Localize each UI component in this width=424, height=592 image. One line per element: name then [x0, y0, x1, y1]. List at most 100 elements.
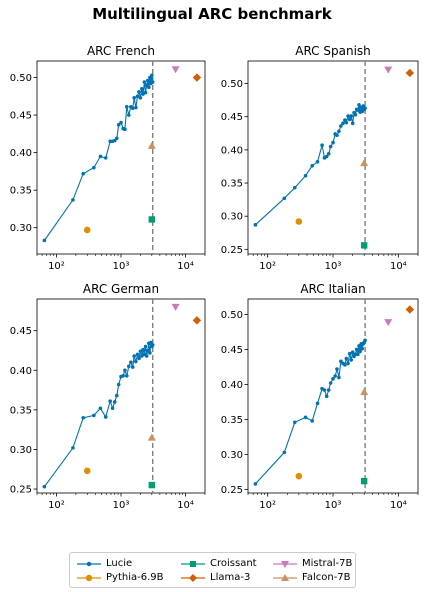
data-point-lucie: [328, 144, 333, 149]
series-llama-3: [192, 73, 202, 82]
legend-label-pythia: Pythia-6.9B: [106, 572, 164, 583]
y-tick-label: 0.35: [221, 415, 243, 426]
data-point-lucie: [130, 365, 135, 369]
series-line-lucie: [43, 75, 154, 241]
series-mistral-7b: [384, 66, 393, 74]
data-point-lucie: [150, 80, 155, 84]
y-tick-label: 0.45: [10, 111, 32, 122]
x-tick-label: 10⁴: [177, 500, 194, 511]
x-tick-label: 10⁴: [390, 261, 407, 272]
data-point-lucie: [333, 374, 337, 378]
series-line-lucie: [255, 104, 366, 226]
data-point-lucie: [142, 80, 147, 84]
data-point-lucie: [253, 223, 258, 227]
data-point-lucie: [81, 415, 86, 420]
data-point-lucie: [123, 127, 127, 132]
x-tick-label: 10³: [113, 261, 130, 272]
data-point-croissant: [148, 216, 156, 223]
data-point-lucie: [303, 173, 308, 178]
data-point-lucie: [71, 198, 75, 202]
y-tick-label: 0.45: [221, 345, 243, 356]
x-tick-label: 10²: [259, 261, 276, 272]
series-mistral-7b: [171, 66, 180, 74]
data-point-lucie: [324, 154, 329, 159]
panel-title: ARC Italian: [300, 282, 365, 296]
y-tick-label: 0.25: [221, 485, 243, 496]
x-tick-label: 10³: [113, 500, 130, 511]
data-point-croissant: [148, 481, 156, 489]
data-point-lucie: [343, 118, 347, 122]
data-point-lucie: [132, 354, 136, 358]
y-tick-label: 0.40: [10, 366, 32, 377]
data-point-lucie: [98, 154, 103, 159]
data-point-lucie: [335, 367, 339, 371]
data-point-lucie: [92, 165, 96, 170]
legend-label-croissant: Croissant: [210, 558, 257, 569]
y-tick-label: 0.40: [221, 380, 243, 391]
data-point-lucie: [42, 484, 47, 489]
x-tick-label: 10³: [325, 261, 342, 272]
data-point-lucie: [148, 351, 152, 355]
data-point-lucie: [150, 73, 154, 78]
data-point-mistral-7b: [171, 66, 180, 74]
series-mistral-7b: [171, 303, 180, 311]
data-point-lucie: [343, 363, 347, 367]
chart-panel-arc-italian: ARC Italian 0.25 0.30 0.35 0.40 0.45 0.50 10² 10…: [221, 282, 419, 511]
data-point-lucie: [337, 129, 341, 134]
y-tick-label: 0.30: [10, 445, 32, 456]
series-falcon-7b: [360, 159, 369, 167]
data-point-lucie: [71, 446, 75, 450]
data-point-croissant: [360, 242, 368, 249]
data-point-lucie: [282, 450, 287, 455]
data-point-falcon-7b: [360, 159, 369, 167]
data-point-lucie: [331, 140, 335, 145]
data-point-lucie: [125, 374, 129, 378]
data-point-lucie: [125, 105, 129, 109]
series-llama-3: [405, 305, 415, 314]
legend-swatch-mistral: [273, 561, 297, 568]
data-point-lucie: [339, 124, 343, 128]
data-point-lucie: [349, 358, 354, 362]
data-point-lucie: [103, 156, 108, 160]
series-line-lucie: [43, 342, 154, 488]
data-point-lucie: [292, 420, 297, 425]
data-point-falcon-7b: [147, 433, 156, 441]
data-point-llama-3: [192, 316, 202, 325]
y-tick-label: 0.50: [221, 310, 243, 321]
y-tick-label: 0.25: [10, 485, 32, 496]
data-point-lucie: [138, 95, 143, 100]
chart-panel-arc-spanish: ARC Spanish 0.25 0.30 0.35 0.40 0.45 0.50 10² 10…: [221, 44, 419, 272]
data-point-lucie: [132, 95, 136, 100]
panel-title: ARC Spanish: [295, 44, 371, 58]
data-point-llama-3: [405, 305, 415, 314]
y-tick-label: 0.40: [10, 148, 32, 159]
data-point-lucie: [119, 120, 123, 125]
data-point-lucie: [320, 143, 324, 148]
legend-swatch-croissant: [181, 561, 205, 567]
data-point-lucie: [335, 133, 339, 138]
x-tick-label: 10²: [48, 261, 65, 272]
data-point-lucie: [346, 114, 350, 118]
series-pythia-6-9b: [295, 472, 303, 480]
data-point-lucie: [356, 352, 360, 357]
data-point-lucie: [145, 348, 150, 353]
data-point-lucie: [114, 136, 119, 141]
legend-label-lucie: Lucie: [106, 558, 133, 569]
data-point-lucie: [360, 346, 365, 351]
x-tick-label: 10⁴: [177, 261, 194, 272]
plot-frame: [36, 60, 206, 255]
data-point-lucie: [98, 406, 103, 411]
data-point-lucie: [143, 344, 148, 349]
data-point-llama-3: [405, 68, 415, 78]
panel-title: ARC French: [87, 44, 155, 58]
data-point-lucie: [363, 338, 367, 343]
data-point-lucie: [347, 117, 352, 122]
y-tick-label: 0.30: [221, 450, 243, 461]
data-point-lucie: [363, 106, 367, 110]
data-point-lucie: [81, 171, 86, 176]
series-lucie: [42, 73, 155, 243]
series-pythia-6-9b: [83, 226, 91, 234]
data-point-lucie: [130, 106, 135, 111]
data-point-lucie: [129, 360, 133, 365]
series-llama-3: [405, 68, 415, 78]
